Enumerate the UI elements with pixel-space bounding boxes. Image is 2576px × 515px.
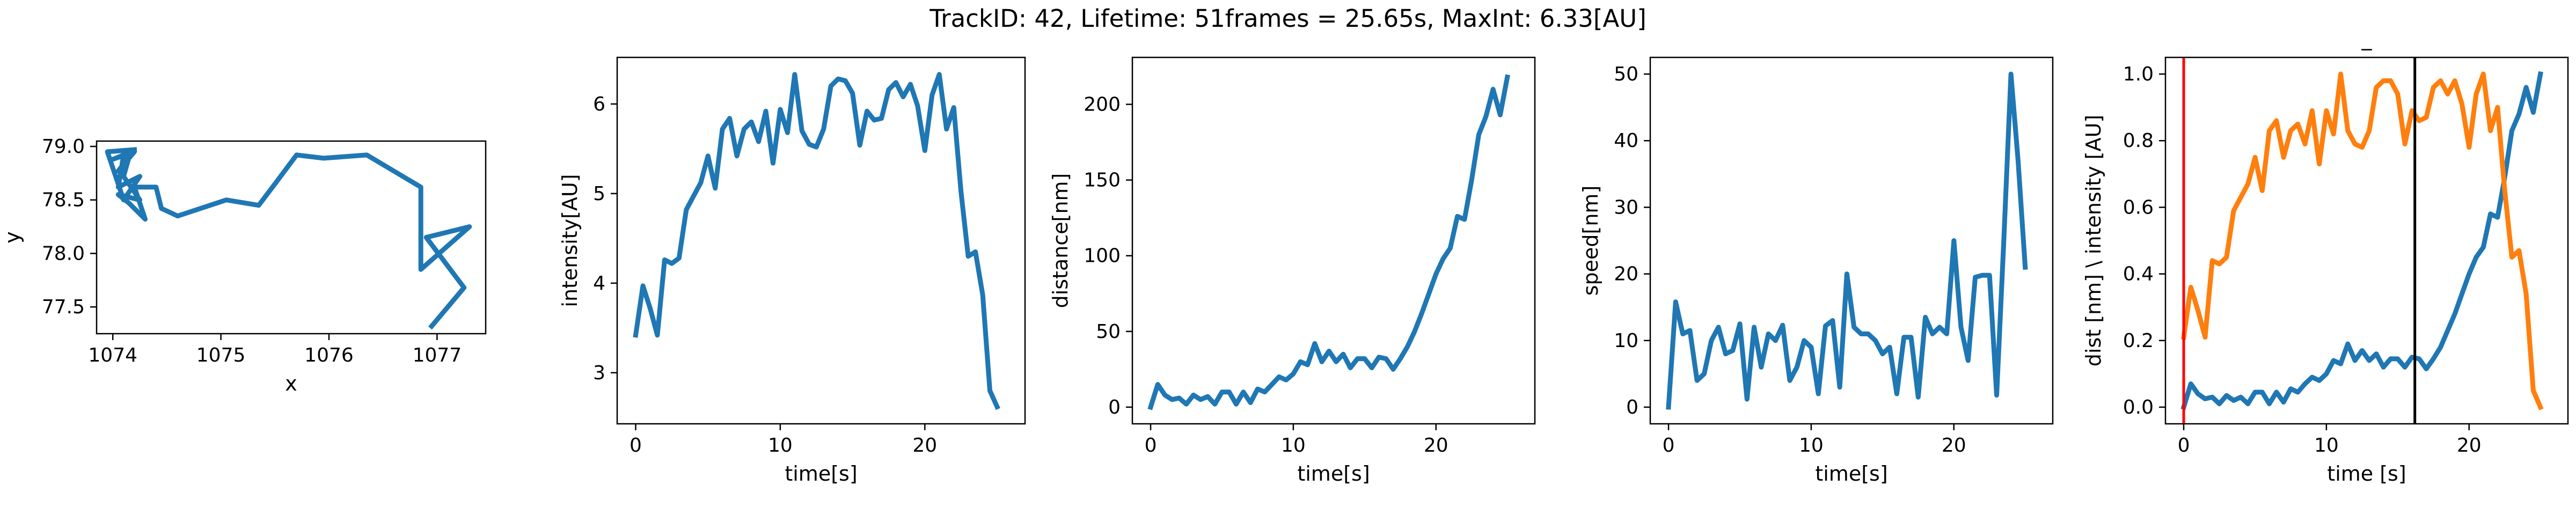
x-tick-label: 10 bbox=[2314, 435, 2339, 457]
series-line-normalized-0 bbox=[2180, 71, 2543, 410]
y-tick-label: 50 bbox=[1096, 321, 1121, 343]
x-tick-label: 20 bbox=[1424, 435, 1448, 457]
y-tick-label: 3 bbox=[593, 362, 605, 384]
x-tick-label: 10 bbox=[768, 435, 793, 457]
x-tick-label: 0 bbox=[1663, 435, 1675, 457]
y-tick-label: 200 bbox=[1084, 93, 1121, 115]
y-tick-label: 77.5 bbox=[42, 296, 85, 318]
x-tick-label: 10 bbox=[1281, 435, 1306, 457]
y-tick-label: 0.0 bbox=[2123, 396, 2154, 418]
series-line-intensity-0 bbox=[633, 72, 1000, 410]
chart-trajectory: 1074 1075 1076 1077 77.5 78.0 78.5 79.0 x y bbox=[1, 136, 487, 395]
y-tick-label: 10 bbox=[1614, 330, 1638, 352]
x-tick-label: 20 bbox=[2457, 435, 2482, 457]
axes-frame-trajectory bbox=[96, 140, 487, 335]
x-tick-label: 20 bbox=[912, 435, 937, 457]
y-axis-label: dist [nm] \ intensity [AU] bbox=[2082, 115, 2105, 366]
series-line-normalized-1 bbox=[2180, 71, 2544, 410]
y-tick-label: 0 bbox=[1626, 396, 1638, 418]
x-axis-label: time[s] bbox=[1297, 462, 1370, 485]
y-tick-label: 4 bbox=[593, 273, 605, 295]
axes-frame-normalized bbox=[2164, 56, 2569, 425]
x-tick-label: 1076 bbox=[304, 344, 354, 366]
x-tick-label: 10 bbox=[1799, 435, 1824, 457]
x-tick-label: 20 bbox=[1942, 435, 1966, 457]
x-tick-label: 1074 bbox=[88, 344, 137, 366]
axes-frame-speed bbox=[1649, 56, 2054, 425]
y-tick-label: 50 bbox=[1614, 63, 1638, 85]
y-tick-label: 78.5 bbox=[42, 189, 85, 211]
chart-speed: 0 10 20 0 10 20 30 40 50 time[s] speed[nm] bbox=[1579, 56, 2054, 485]
y-axis-label: intensity[AU] bbox=[558, 174, 582, 307]
x-tick-label: 0 bbox=[1145, 435, 1157, 457]
y-tick-label: 0.2 bbox=[2123, 330, 2154, 352]
y-tick-label: 1.0 bbox=[2123, 63, 2154, 85]
y-tick-label: 0.4 bbox=[2123, 263, 2154, 285]
y-tick-label: 20 bbox=[1614, 263, 1638, 285]
axes-frame-intensity bbox=[616, 56, 1026, 425]
x-axis-label: time[s] bbox=[1815, 462, 1887, 485]
y-tick-label: 40 bbox=[1614, 130, 1638, 152]
y-tick-label: 6 bbox=[593, 93, 605, 115]
y-tick-label: 78.0 bbox=[42, 242, 85, 264]
y-tick-label: 0.8 bbox=[2123, 130, 2154, 152]
series-line-speed-0 bbox=[1666, 71, 2028, 410]
y-tick-label: 0.6 bbox=[2123, 196, 2154, 218]
y-tick-label: 30 bbox=[1614, 196, 1638, 218]
y-tick-label: 79.0 bbox=[42, 136, 85, 158]
y-axis-label: distance[nm] bbox=[1049, 173, 1072, 308]
x-tick-label: 1077 bbox=[413, 344, 462, 366]
chart-title: _ bbox=[2361, 27, 2373, 50]
y-tick-label: 100 bbox=[1084, 245, 1121, 267]
x-axis-label: time[s] bbox=[785, 462, 857, 485]
y-tick-label: 150 bbox=[1084, 170, 1121, 192]
x-tick-label: 1075 bbox=[196, 344, 246, 366]
x-tick-label: 0 bbox=[630, 435, 642, 457]
y-axis-label: y bbox=[1, 231, 24, 244]
series-line-trajectory-0 bbox=[105, 147, 472, 330]
y-axis-label: speed[nm] bbox=[1579, 186, 1602, 296]
x-axis-label: time [s] bbox=[2327, 462, 2406, 485]
axes-frame-distance bbox=[1131, 56, 1536, 425]
x-axis-label: x bbox=[285, 372, 297, 395]
y-tick-label: 0 bbox=[1108, 396, 1121, 418]
y-tick-label: 5 bbox=[593, 183, 605, 205]
chart-intensity: 0 10 20 3 4 5 6 time[s] intensity[AU] bbox=[558, 56, 1026, 485]
figure-title: TrackID: 42, Lifetime: 51frames = 25.65s… bbox=[930, 4, 1646, 33]
chart-normalized: 0 10 20 0.0 0.2 0.4 0.6 0.8 1.0 time [s] dist [nm]… bbox=[2082, 27, 2569, 485]
x-tick-label: 0 bbox=[2178, 435, 2190, 457]
series-line-distance-0 bbox=[1147, 74, 1510, 410]
